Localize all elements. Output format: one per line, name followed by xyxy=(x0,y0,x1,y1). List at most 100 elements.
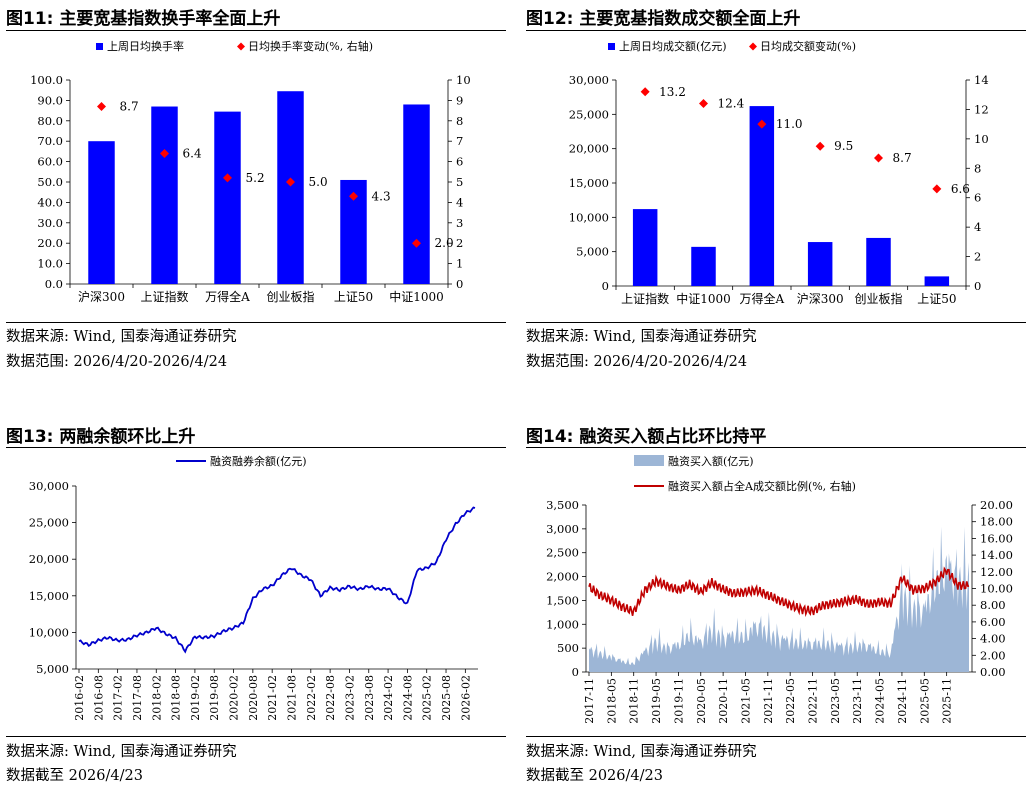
x-tick-label: 沪深300 xyxy=(797,292,844,306)
legend-label: 日均成交额变动(%) xyxy=(760,39,856,53)
range-text: 数据截至 2026/4/23 xyxy=(526,768,663,784)
x-tick-label: 中证1000 xyxy=(676,291,731,306)
title-rule xyxy=(6,447,506,448)
change-marker xyxy=(286,177,295,187)
y-tick-label: 10,000 xyxy=(29,625,69,639)
y-tick-label: 0 xyxy=(602,279,609,293)
y-tick-label: 2,500 xyxy=(546,546,579,560)
y2-tick-label: 14 xyxy=(974,73,989,87)
y2-tick-label: 8.00 xyxy=(980,598,1006,612)
y2-tick-label: 4 xyxy=(974,220,981,234)
x-tick-label: 上证50 xyxy=(334,290,373,304)
y-tick-label: 20,000 xyxy=(29,552,69,566)
panel-volume: 图12: 主要宽基指数成交额全面上升 0 5,000 10,000 15,000 20,… xyxy=(526,0,1026,395)
y2-tick-label: 10.00 xyxy=(980,582,1013,596)
y-tick-label: 10,000 xyxy=(569,210,609,224)
x-tick-label: 2019-05 xyxy=(650,678,663,724)
data-label: 9.5 xyxy=(834,139,853,153)
source-text: 数据来源: Wind, 国泰海通证券研究 xyxy=(526,329,757,345)
y2-tick-label: 20.00 xyxy=(980,498,1013,512)
x-tick-label: 2026-02 xyxy=(459,675,472,721)
y-tick-label: 70.0 xyxy=(37,134,63,148)
x-tick-label: 2016-08 xyxy=(92,675,105,721)
title-rule xyxy=(526,30,1026,31)
y-tick-label: 30.0 xyxy=(37,216,63,230)
x-tick-label: 2020-08 xyxy=(247,675,260,721)
legend-label: 融资融券余额(亿元) xyxy=(210,454,307,468)
x-tick-label: 2017-08 xyxy=(131,675,144,721)
y2-tick-label: 4 xyxy=(456,195,463,209)
y2-tick-label: 7 xyxy=(456,134,463,148)
change-marker xyxy=(640,87,650,97)
y2-tick-label: 3 xyxy=(456,216,463,230)
x-tick-label: 2023-08 xyxy=(363,675,376,721)
chart-title: 图11: 主要宽基指数换手率全面上升 xyxy=(6,9,281,29)
margin-buy-combo-chart: 0 500 1,000 1,500 2,000 2,500 3,000 3,500 0.00 2.… xyxy=(546,455,1013,724)
legend-label: 融资买入额(亿元) xyxy=(668,455,754,468)
bar xyxy=(691,246,716,286)
bar xyxy=(807,242,833,286)
change-marker xyxy=(412,238,421,248)
change-marker xyxy=(874,153,883,163)
panel-margin-buy: 图14: 融资买入额占比环比持平 0 500 1,000 1,500 2,000 2,50… xyxy=(526,418,1026,788)
x-tick-label: 2024-02 xyxy=(382,675,395,721)
legend-label: 日均换手率变动(%, 右轴) xyxy=(248,39,373,53)
x-tick-label: 沪深300 xyxy=(78,290,125,304)
y2-tick-label: 1 xyxy=(456,257,463,271)
y-tick-label: 5,000 xyxy=(36,662,69,676)
x-tick-label: 上证指数 xyxy=(140,289,188,304)
source-text: 数据来源: Wind, 国泰海通证券研究 xyxy=(6,744,237,760)
x-tick-label: 2025-11 xyxy=(941,678,954,724)
y-tick-label: 15,000 xyxy=(29,589,69,603)
change-marker xyxy=(757,119,767,129)
x-tick-label: 2020-05 xyxy=(695,678,708,724)
bar xyxy=(632,209,658,286)
y2-tick-label: 12.00 xyxy=(980,565,1013,579)
x-tick-label: 上证50 xyxy=(917,292,956,306)
y2-tick-label: 18.00 xyxy=(980,515,1013,529)
bar xyxy=(151,106,178,285)
y-tick-label: 10.0 xyxy=(37,257,63,271)
x-tick-label: 2018-11 xyxy=(628,678,641,724)
y-tick-label: 30,000 xyxy=(569,73,609,87)
bar xyxy=(403,104,430,284)
range-text: 数据范围: 2026/4/20-2026/4/24 xyxy=(526,354,748,370)
x-tick-label: 2022-08 xyxy=(324,675,337,721)
x-tick-label: 万得全A xyxy=(739,291,784,306)
ratio-line xyxy=(588,566,970,618)
x-tick-label: 2025-05 xyxy=(918,678,931,724)
buy-amount-area xyxy=(589,526,969,672)
x-tick-label: 2024-05 xyxy=(874,678,887,724)
x-tick-label: 2023-05 xyxy=(829,678,842,724)
change-marker xyxy=(699,99,708,109)
y-tick-label: 100.0 xyxy=(30,73,63,87)
y-tick-label: 50.0 xyxy=(37,175,63,189)
x-tick-label: 2025-08 xyxy=(440,675,453,721)
y2-tick-label: 8 xyxy=(974,161,981,175)
data-label: 11.0 xyxy=(776,117,803,131)
x-tick-label: 万得全A xyxy=(205,289,250,304)
legend-swatch-marker xyxy=(749,42,757,51)
y-tick-label: 15,000 xyxy=(569,176,609,190)
change-marker xyxy=(160,148,169,158)
x-tick-label: 2016-02 xyxy=(73,675,86,721)
data-label: 6.4 xyxy=(183,146,202,160)
x-tick-label: 2019-08 xyxy=(208,675,221,721)
x-tick-label: 2020-11 xyxy=(717,678,730,724)
x-tick-label: 2018-08 xyxy=(170,675,183,721)
data-label: 8.7 xyxy=(120,100,139,114)
data-label: 8.7 xyxy=(893,151,912,165)
x-tick-label: 创业板指 xyxy=(854,291,902,306)
range-text: 数据截至 2026/4/23 xyxy=(6,768,143,784)
y2-tick-label: 0.00 xyxy=(980,665,1006,679)
volume-bar-chart: 0 5,000 10,000 15,000 20,000 25,000 30,000 0 2 4 6… xyxy=(569,39,989,306)
balance-line xyxy=(78,506,476,654)
x-tick-label: 2019-11 xyxy=(672,678,685,724)
y-tick-label: 1,000 xyxy=(546,617,579,631)
y-tick-label: 500 xyxy=(557,641,579,655)
y2-tick-label: 2.00 xyxy=(980,648,1006,662)
bar xyxy=(924,276,950,286)
y-tick-label: 3,500 xyxy=(546,498,579,512)
y-tick-label: 3,000 xyxy=(546,522,579,536)
y-tick-label: 0 xyxy=(572,665,579,679)
